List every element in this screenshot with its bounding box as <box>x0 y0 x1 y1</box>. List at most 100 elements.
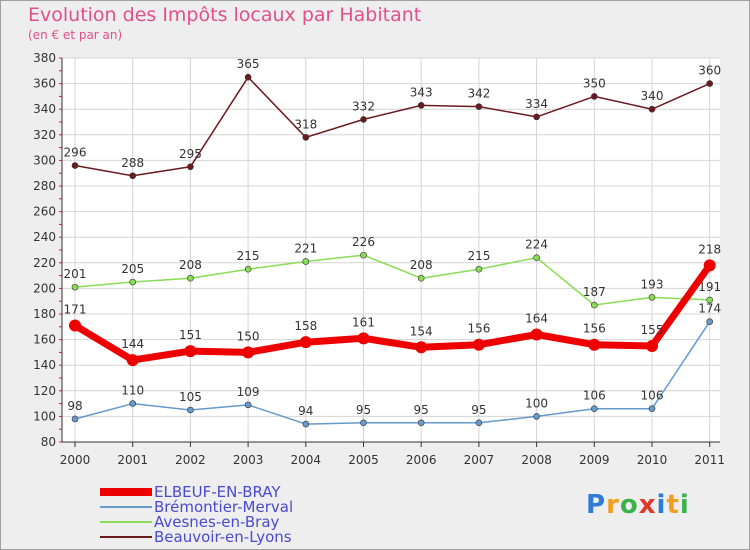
data-point-elbeuf-en-bray <box>703 259 716 272</box>
logo-letter: t <box>666 490 680 520</box>
data-label-beauvoir-en-lyons: 365 <box>237 57 260 71</box>
data-point-elbeuf-en-bray <box>646 340 658 352</box>
data-point-avesnes-en-bray <box>475 265 483 273</box>
legend-swatch <box>100 506 152 508</box>
logo-letter: P <box>586 490 607 520</box>
data-label-avesnes-en-bray: 226 <box>352 235 375 249</box>
data-point-avesnes-en-bray <box>417 274 425 282</box>
series-line-beauvoir-en-lyons <box>74 76 711 177</box>
data-label-bremontier-merval: 95 <box>414 403 429 417</box>
data-point-avesnes-en-bray <box>533 254 540 261</box>
data-label-bremontier-merval: 95 <box>471 403 486 417</box>
data-label-beauvoir-en-lyons: 318 <box>294 117 317 131</box>
data-label-elbeuf-en-bray: 156 <box>467 322 490 336</box>
data-label-elbeuf-en-bray: 151 <box>179 328 202 342</box>
data-point-bremontier-merval <box>187 406 194 414</box>
data-label-elbeuf-en-bray: 144 <box>121 337 144 351</box>
data-label-avesnes-en-bray: 201 <box>64 267 87 281</box>
y-tick-label: 100 <box>33 409 56 423</box>
data-label-bremontier-merval: 105 <box>179 390 202 404</box>
data-label-elbeuf-en-bray: 154 <box>410 324 433 338</box>
data-point-bremontier-merval <box>417 419 425 427</box>
y-tick-label: 80 <box>41 435 56 449</box>
data-point-elbeuf-en-bray <box>472 338 485 351</box>
series-line-avesnes-en-bray <box>74 254 710 306</box>
data-label-bremontier-merval: 174 <box>698 302 721 316</box>
data-label-beauvoir-en-lyons: 343 <box>410 85 433 99</box>
data-point-avesnes-en-bray <box>187 274 194 282</box>
data-point-avesnes-en-bray <box>244 265 252 273</box>
legend-swatch <box>100 488 152 496</box>
data-point-elbeuf-en-bray <box>242 346 255 359</box>
logo-letter: i <box>656 490 667 520</box>
data-label-bremontier-merval: 106 <box>641 389 664 403</box>
data-point-bremontier-merval <box>475 419 483 427</box>
logo-letter: r <box>606 490 620 520</box>
data-label-elbeuf-en-bray: 155 <box>641 323 664 337</box>
data-point-bremontier-merval <box>360 419 367 427</box>
legend-item: Avesnes-en-Bray <box>100 513 400 531</box>
x-tick-label: 2009 <box>579 453 610 467</box>
y-tick-label: 380 <box>33 51 56 65</box>
data-label-beauvoir-en-lyons: 340 <box>641 89 664 103</box>
data-label-elbeuf-en-bray: 156 <box>583 322 606 336</box>
data-label-bremontier-merval: 109 <box>237 385 260 399</box>
data-label-bremontier-merval: 98 <box>67 399 82 413</box>
x-tick-label: 2008 <box>521 453 552 467</box>
x-tick-label: 2004 <box>291 453 322 467</box>
series-line-elbeuf-en-bray <box>73 263 713 364</box>
data-label-bremontier-merval: 95 <box>356 403 371 417</box>
data-point-beauvoir-en-lyons <box>533 113 540 121</box>
y-tick-label: 340 <box>33 102 56 116</box>
data-point-elbeuf-en-bray <box>299 336 312 349</box>
data-point-bremontier-merval <box>648 405 656 413</box>
legend-label: ELBEUF-EN-BRAY <box>154 483 281 501</box>
data-label-elbeuf-en-bray: 158 <box>294 319 317 333</box>
data-label-elbeuf-en-bray: 150 <box>237 329 260 343</box>
data-point-beauvoir-en-lyons <box>187 163 194 171</box>
legend-item: ELBEUF-EN-BRAY <box>100 483 400 501</box>
data-point-elbeuf-en-bray <box>126 354 139 367</box>
data-point-bremontier-merval <box>302 420 310 428</box>
y-tick-label: 140 <box>33 358 56 372</box>
legend: ELBEUF-EN-BRAY Brémontier-Merval Avesnes-e… <box>100 483 400 546</box>
x-tick-label: 2007 <box>464 453 495 467</box>
chart-title: Evolution des Impôts locaux par Habitant <box>28 4 422 26</box>
legend-swatch <box>100 521 152 523</box>
data-label-avesnes-en-bray: 215 <box>467 249 490 263</box>
data-point-beauvoir-en-lyons <box>244 73 252 81</box>
proxiti-logo: Proxiti <box>586 490 690 520</box>
y-tick-label: 260 <box>33 205 56 219</box>
data-point-avesnes-en-bray <box>302 258 310 265</box>
y-tick-label: 240 <box>33 230 56 244</box>
x-tick-label: 2000 <box>60 453 91 467</box>
data-point-avesnes-en-bray <box>590 301 598 309</box>
data-label-beauvoir-en-lyons: 360 <box>698 64 721 78</box>
x-tick-label: 2011 <box>694 453 725 467</box>
data-point-bremontier-merval <box>533 413 540 420</box>
data-label-beauvoir-en-lyons: 334 <box>525 97 548 111</box>
data-label-elbeuf-en-bray: 161 <box>352 315 375 329</box>
data-label-avesnes-en-bray: 221 <box>294 242 317 256</box>
data-label-bremontier-merval: 94 <box>298 404 313 418</box>
data-point-beauvoir-en-lyons <box>475 103 483 110</box>
data-label-avesnes-en-bray: 208 <box>410 258 433 272</box>
data-label-avesnes-en-bray: 215 <box>237 249 260 263</box>
data-point-beauvoir-en-lyons <box>302 134 310 141</box>
legend-label: Beauvoir-en-Lyons <box>154 528 292 546</box>
y-tick-label: 320 <box>33 128 56 142</box>
y-tick-label: 300 <box>33 153 56 167</box>
x-tick-label: 2005 <box>348 453 379 467</box>
logo-letter: x <box>638 490 657 520</box>
data-point-bremontier-merval <box>244 401 252 409</box>
logo-letter: i <box>679 490 690 520</box>
y-tick-label: 360 <box>33 77 56 91</box>
data-label-avesnes-en-bray: 208 <box>179 258 202 272</box>
data-point-bremontier-merval <box>706 318 714 325</box>
data-point-avesnes-en-bray <box>71 283 79 291</box>
x-tick-label: 2010 <box>637 453 668 467</box>
data-label-beauvoir-en-lyons: 332 <box>352 99 375 113</box>
data-point-beauvoir-en-lyons <box>129 172 136 180</box>
data-point-elbeuf-en-bray <box>530 328 543 341</box>
data-point-bremontier-merval <box>590 405 598 413</box>
